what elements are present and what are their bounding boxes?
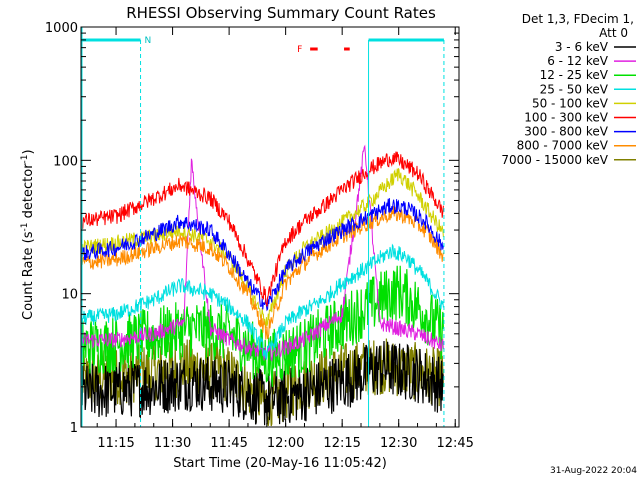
- y-axis-label-part: detector: [21, 163, 36, 223]
- y-axis-label: Count Rate (s-1 detector-1): [20, 149, 36, 320]
- series-line: [81, 198, 444, 312]
- x-tick-label: 12:15: [323, 436, 360, 451]
- legend-header-line: Att 0: [599, 26, 628, 40]
- legend-label: 3 - 6 keV: [555, 40, 609, 54]
- series-line: [81, 144, 444, 362]
- legend-label: 12 - 25 keV: [540, 68, 609, 82]
- y-tick-label: 10: [61, 288, 78, 303]
- series-line: [81, 205, 444, 340]
- x-tick-label: 12:45: [436, 436, 473, 451]
- plot-frame: [80, 26, 460, 428]
- chart-title: RHESSI Observing Summary Count Rates: [126, 4, 436, 22]
- flare-flag-label: F: [297, 45, 302, 55]
- x-axis: 11:15 11:30 11:45 12:00 12:15 12:30 12:45: [96, 27, 474, 451]
- x-tick-label: 11:30: [154, 436, 191, 451]
- y-axis: 1 10 100 1000: [45, 21, 459, 436]
- legend-label: 50 - 100 keV: [532, 96, 609, 110]
- y-tick-label: 1000: [45, 21, 78, 36]
- y-tick-label: 1: [70, 421, 78, 436]
- series-line: [81, 151, 444, 307]
- legend-header-line: Det 1,3, FDecim 1,: [522, 12, 634, 26]
- legend-label: 25 - 50 keV: [540, 82, 609, 96]
- legend-label: 800 - 7000 keV: [517, 139, 609, 153]
- legend-label: 300 - 800 keV: [524, 125, 608, 139]
- y-axis-label-part: ): [21, 149, 36, 154]
- y-tick-label: 100: [53, 154, 78, 169]
- plot-area: NF: [81, 27, 445, 427]
- x-tick-label: 12:00: [267, 436, 304, 451]
- series-line: [81, 338, 444, 427]
- series-line: [81, 243, 444, 360]
- series-line: [81, 340, 444, 426]
- y-axis-label-sup: -1: [20, 222, 30, 231]
- footer-date: 31-Aug-2022 20:04: [550, 466, 637, 476]
- x-tick-label: 11:15: [97, 436, 134, 451]
- legend-label: 6 - 12 keV: [547, 54, 609, 68]
- legend-label: 100 - 300 keV: [524, 111, 608, 125]
- y-axis-label-part: Count Rate (s: [21, 231, 36, 320]
- night-flag-label: N: [145, 36, 152, 46]
- x-axis-label: Start Time (20-May-16 11:05:42): [173, 456, 387, 471]
- y-axis-label-sup: -1: [20, 154, 30, 163]
- legend-label: 7000 - 15000 keV: [501, 153, 608, 167]
- x-tick-label: 11:45: [210, 436, 247, 451]
- x-tick-label: 12:30: [380, 436, 417, 451]
